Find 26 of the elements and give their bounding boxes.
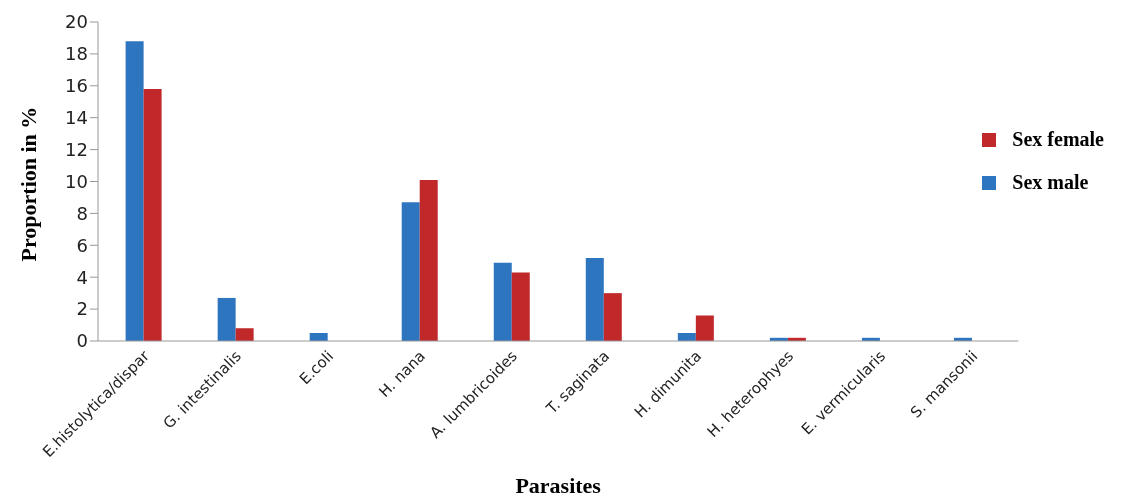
y-axis-title: Proportion in % <box>15 106 41 262</box>
bar <box>143 88 162 341</box>
legend-label: Sex female <box>1012 128 1104 151</box>
y-tick-label: 12 <box>65 138 88 160</box>
bar <box>235 328 254 341</box>
bar <box>603 293 622 341</box>
bar <box>401 202 420 341</box>
y-tick-label: 20 <box>65 11 88 33</box>
bar <box>419 179 438 341</box>
y-tick-label: 14 <box>65 107 88 129</box>
y-tick-label: 0 <box>76 330 88 352</box>
y-tick-label: 2 <box>76 298 88 320</box>
legend-label: Sex male <box>1012 171 1089 194</box>
bar <box>511 272 530 341</box>
y-tick-label: 10 <box>65 170 88 192</box>
bar <box>217 297 236 341</box>
y-tick-label: 6 <box>76 234 88 256</box>
y-tick-label: 8 <box>76 202 88 224</box>
bar <box>493 262 512 341</box>
bar <box>695 315 714 341</box>
y-tick-label: 16 <box>65 75 88 97</box>
y-tick-label: 18 <box>65 43 88 65</box>
bar <box>125 41 144 341</box>
y-tick-label: 4 <box>76 266 88 288</box>
x-axis-title: Parasites <box>515 473 602 498</box>
bar <box>585 258 604 341</box>
